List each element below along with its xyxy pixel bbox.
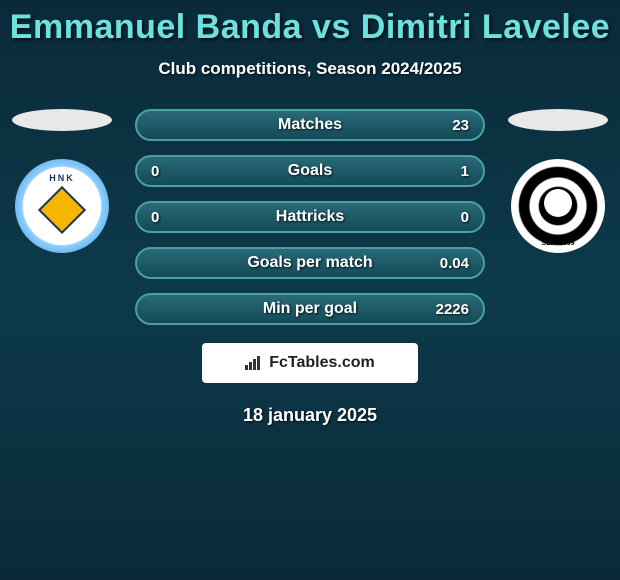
- stat-label: Goals per match: [247, 254, 372, 272]
- right-team-badge: SEIT 1909: [511, 159, 605, 253]
- date-label: 18 january 2025: [0, 405, 620, 426]
- right-column: SEIT 1909: [503, 109, 613, 253]
- chart-icon: [245, 356, 263, 370]
- right-badge-text: SEIT 1909: [541, 240, 574, 247]
- stats-column: Matches 23 0 Goals 1 0 Hattricks 0 Goals…: [135, 109, 485, 325]
- stat-right-value: 0.04: [429, 255, 469, 272]
- stat-row-hattricks: 0 Hattricks 0: [135, 201, 485, 233]
- stat-label: Min per goal: [263, 300, 357, 318]
- stat-row-matches: Matches 23: [135, 109, 485, 141]
- footer-brand-text: FcTables.com: [269, 354, 375, 372]
- infographic-container: Emmanuel Banda vs Dimitri Lavelee Club c…: [0, 0, 620, 426]
- footer-brand-box[interactable]: FcTables.com: [202, 343, 418, 383]
- page-title: Emmanuel Banda vs Dimitri Lavelee: [0, 8, 620, 47]
- stat-right-value: 2226: [429, 301, 469, 318]
- stat-right-value: 23: [429, 117, 469, 134]
- right-ellipse: [508, 109, 608, 131]
- stat-label: Hattricks: [276, 208, 344, 226]
- stat-row-min-per-goal: Min per goal 2226: [135, 293, 485, 325]
- stat-left-value: 0: [151, 209, 191, 226]
- left-badge-text: HNK: [49, 173, 75, 183]
- stat-right-value: 0: [429, 209, 469, 226]
- content-row: HNK Matches 23 0 Goals 1 0 Hattricks 0: [0, 109, 620, 325]
- stat-right-value: 1: [429, 163, 469, 180]
- stat-left-value: 0: [151, 163, 191, 180]
- page-subtitle: Club competitions, Season 2024/2025: [0, 59, 620, 79]
- left-team-badge: HNK: [15, 159, 109, 253]
- left-column: HNK: [7, 109, 117, 253]
- stat-label: Goals: [288, 162, 332, 180]
- left-ellipse: [12, 109, 112, 131]
- stat-label: Matches: [278, 116, 342, 134]
- stat-row-goals-per-match: Goals per match 0.04: [135, 247, 485, 279]
- stat-row-goals: 0 Goals 1: [135, 155, 485, 187]
